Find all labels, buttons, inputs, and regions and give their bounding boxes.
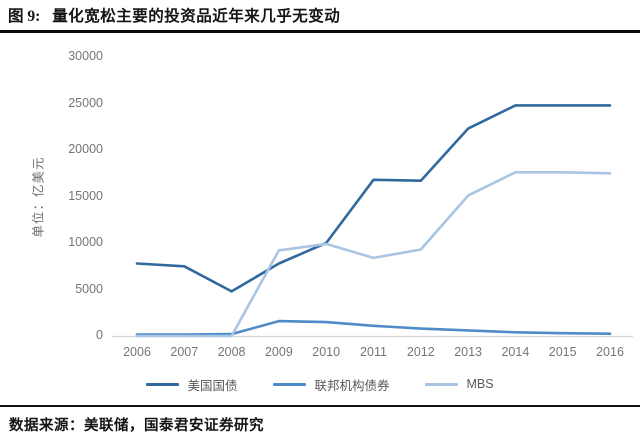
x-tick-label: 2013 bbox=[454, 345, 482, 359]
figure-title-row: 图 9: 量化宽松主要的投资品近年来几乎无变动 bbox=[0, 0, 640, 33]
legend-label: 联邦机构债券 bbox=[314, 378, 390, 393]
x-tick-label: 2007 bbox=[170, 345, 199, 359]
source-note-row: 数据来源：美联储，国泰君安证券研究 bbox=[0, 405, 640, 437]
legend-line-swatch bbox=[425, 382, 459, 386]
x-tick-label: 2006 bbox=[123, 345, 151, 359]
y-tick-label: 10000 bbox=[68, 235, 103, 249]
chart-legend: 美国国债 联邦机构债券 MBS bbox=[0, 374, 640, 394]
series-line-2 bbox=[135, 171, 612, 338]
y-tick-label: 15000 bbox=[68, 188, 103, 203]
y-tick-label: 30000 bbox=[68, 49, 103, 63]
y-tick-label: 20000 bbox=[68, 142, 103, 156]
legend-line-swatch bbox=[273, 382, 307, 386]
legend-item-0: 美国国债 bbox=[146, 375, 237, 394]
source-note: 数据来源：美联储，国泰君安证券研究 bbox=[9, 418, 264, 434]
y-tick-label: 25000 bbox=[68, 95, 103, 110]
legend-line-swatch bbox=[146, 382, 180, 386]
x-tick-label: 2010 bbox=[312, 345, 341, 359]
x-tick-label: 2016 bbox=[596, 345, 624, 359]
figure-title: 量化宽松主要的投资品近年来几乎无变动 bbox=[52, 8, 341, 25]
series-line-1 bbox=[135, 319, 612, 336]
legend-label: MBS bbox=[466, 377, 494, 391]
figure-number: 图 9: bbox=[8, 8, 41, 25]
legend-item-2: MBS bbox=[425, 377, 494, 391]
x-tick-label: 2014 bbox=[501, 345, 530, 359]
legend-item-1: 联邦机构债券 bbox=[273, 375, 389, 394]
x-tick-label: 2011 bbox=[360, 345, 387, 359]
x-tick-label: 2008 bbox=[217, 345, 246, 359]
legend-label: 美国国债 bbox=[187, 378, 238, 393]
x-tick-label: 2012 bbox=[406, 345, 435, 359]
y-tick-label: 0 bbox=[96, 328, 103, 342]
y-tick-label: 5000 bbox=[75, 281, 103, 296]
x-tick-label: 2015 bbox=[548, 345, 577, 359]
series-line-0 bbox=[135, 104, 612, 293]
x-tick-label: 2009 bbox=[264, 345, 293, 359]
